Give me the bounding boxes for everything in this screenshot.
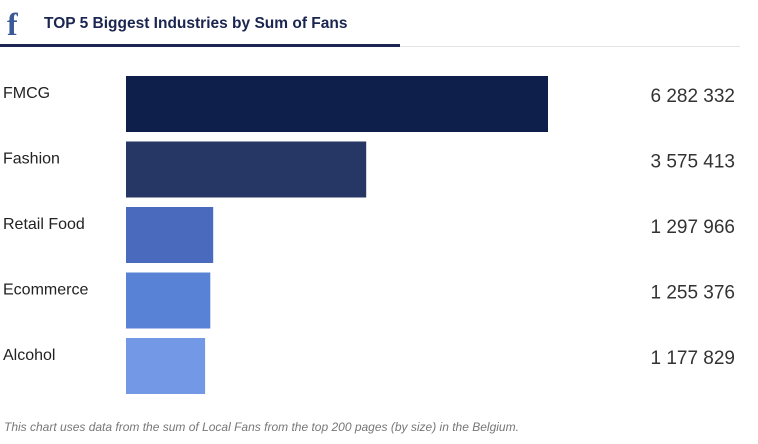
chart-footnote: This chart uses data from the sum of Loc… [4,420,519,434]
bar-retail-food[interactable] [126,207,214,263]
title-underline [0,44,400,47]
bar-alcohol[interactable] [126,338,206,394]
category-label: Retail Food [3,216,85,233]
bar-fashion[interactable] [126,141,367,198]
bar-fmcg[interactable] [126,76,548,132]
chart-header: f TOP 5 Biggest Industries by Sum of Fan… [0,0,740,47]
chart-title: TOP 5 Biggest Industries by Sum of Fans [44,15,348,32]
category-label: FMCG [3,85,50,102]
category-label: Fashion [3,151,60,168]
value-label: 1 297 966 [650,217,735,238]
value-label: 6 282 332 [650,86,735,107]
bar-chart: FMCG 6 282 332 Fashion 3 575 413 Retail Food… [3,76,735,394]
category-label: Alcohol [3,347,55,364]
value-label: 1 255 376 [650,283,735,304]
category-label: Ecommerce [3,282,88,299]
bar-ecommerce[interactable] [126,272,211,329]
facebook-icon: f [7,6,18,42]
value-label: 3 575 413 [650,152,735,173]
value-label: 1 177 829 [650,348,735,369]
